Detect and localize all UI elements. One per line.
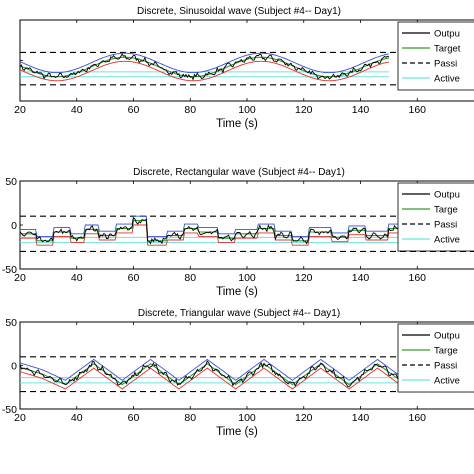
x-tick-label: 160 bbox=[408, 104, 426, 116]
y-tick-label: 50 bbox=[5, 176, 17, 188]
chart-panel-3: Discrete, Triangular wave (Subject #4-- … bbox=[2, 308, 474, 438]
plot-area bbox=[20, 215, 474, 252]
legend-label: Outpu bbox=[434, 29, 460, 40]
x-axis-label: Time (s) bbox=[216, 118, 258, 130]
output-line bbox=[20, 53, 390, 81]
plot-area bbox=[20, 51, 474, 86]
x-tick-label: 120 bbox=[295, 104, 313, 116]
x-tick-label: 160 bbox=[408, 412, 426, 424]
x-tick-label: 100 bbox=[238, 272, 256, 284]
chart-title: Discrete, Rectangular wave (Subject #4--… bbox=[133, 167, 345, 178]
legend-label: Targe bbox=[434, 205, 458, 216]
x-tick-label: 40 bbox=[71, 104, 83, 116]
x-tick-label: 80 bbox=[184, 272, 196, 284]
chart-panel-2: Discrete, Rectangular wave (Subject #4--… bbox=[2, 167, 474, 298]
x-tick-label: 100 bbox=[238, 104, 256, 116]
legend: Outpu Target Passi Active bbox=[397, 21, 474, 91]
legend-label: Outpu bbox=[434, 331, 460, 342]
x-tick-label: 40 bbox=[71, 412, 83, 424]
chart-title: Discrete, Triangular wave (Subject #4-- … bbox=[138, 308, 340, 319]
x-tick-label: 140 bbox=[352, 412, 370, 424]
legend-label: Active bbox=[434, 74, 460, 85]
x-tick-label: 20 bbox=[14, 412, 26, 424]
legend: Outpu Targe Passi Active bbox=[397, 182, 474, 252]
x-tick-label: 40 bbox=[71, 272, 83, 284]
x-tick-label: 120 bbox=[295, 412, 313, 424]
x-tick-label: 140 bbox=[352, 104, 370, 116]
upper-envelope-line bbox=[20, 52, 389, 74]
x-tick-label: 80 bbox=[184, 412, 196, 424]
lower-envelope-line bbox=[20, 60, 389, 82]
legend-label: Passi bbox=[434, 361, 457, 372]
y-tick-label: -50 bbox=[2, 404, 17, 416]
x-tick-label: 60 bbox=[128, 412, 140, 424]
x-axis-label: Time (s) bbox=[216, 426, 258, 438]
legend-label: Targe bbox=[434, 346, 458, 357]
y-tick-label: 0 bbox=[11, 220, 17, 232]
x-axis-label: Time (s) bbox=[216, 286, 258, 298]
x-tick-label: 20 bbox=[14, 272, 26, 284]
x-tick-label: 60 bbox=[128, 104, 140, 116]
legend-label: Target bbox=[434, 44, 461, 55]
legend-label: Outpu bbox=[434, 190, 460, 201]
chart-title: Discrete, Sinusoidal wave (Subject #4-- … bbox=[137, 6, 341, 17]
legend: Outpu Targe Passi Active bbox=[397, 323, 474, 393]
legend-label: Active bbox=[434, 376, 460, 387]
x-tick-label: 120 bbox=[295, 272, 313, 284]
legend-label: Active bbox=[434, 235, 460, 246]
x-tick-label: 140 bbox=[352, 272, 370, 284]
x-tick-label: 60 bbox=[128, 272, 140, 284]
x-tick-label: 100 bbox=[238, 412, 256, 424]
panels: Discrete, Sinusoidal wave (Subject #4-- … bbox=[2, 6, 474, 438]
x-tick-label: 20 bbox=[14, 104, 26, 116]
legend-label: Passi bbox=[434, 220, 457, 231]
y-tick-label: 50 bbox=[5, 317, 17, 329]
x-tick-label: 160 bbox=[408, 272, 426, 284]
y-tick-label: 0 bbox=[11, 361, 17, 373]
chart-panel-1: Discrete, Sinusoidal wave (Subject #4-- … bbox=[14, 6, 474, 130]
x-tick-label: 80 bbox=[184, 104, 196, 116]
y-tick-label: -50 bbox=[2, 264, 17, 276]
legend-label: Passi bbox=[434, 59, 457, 70]
